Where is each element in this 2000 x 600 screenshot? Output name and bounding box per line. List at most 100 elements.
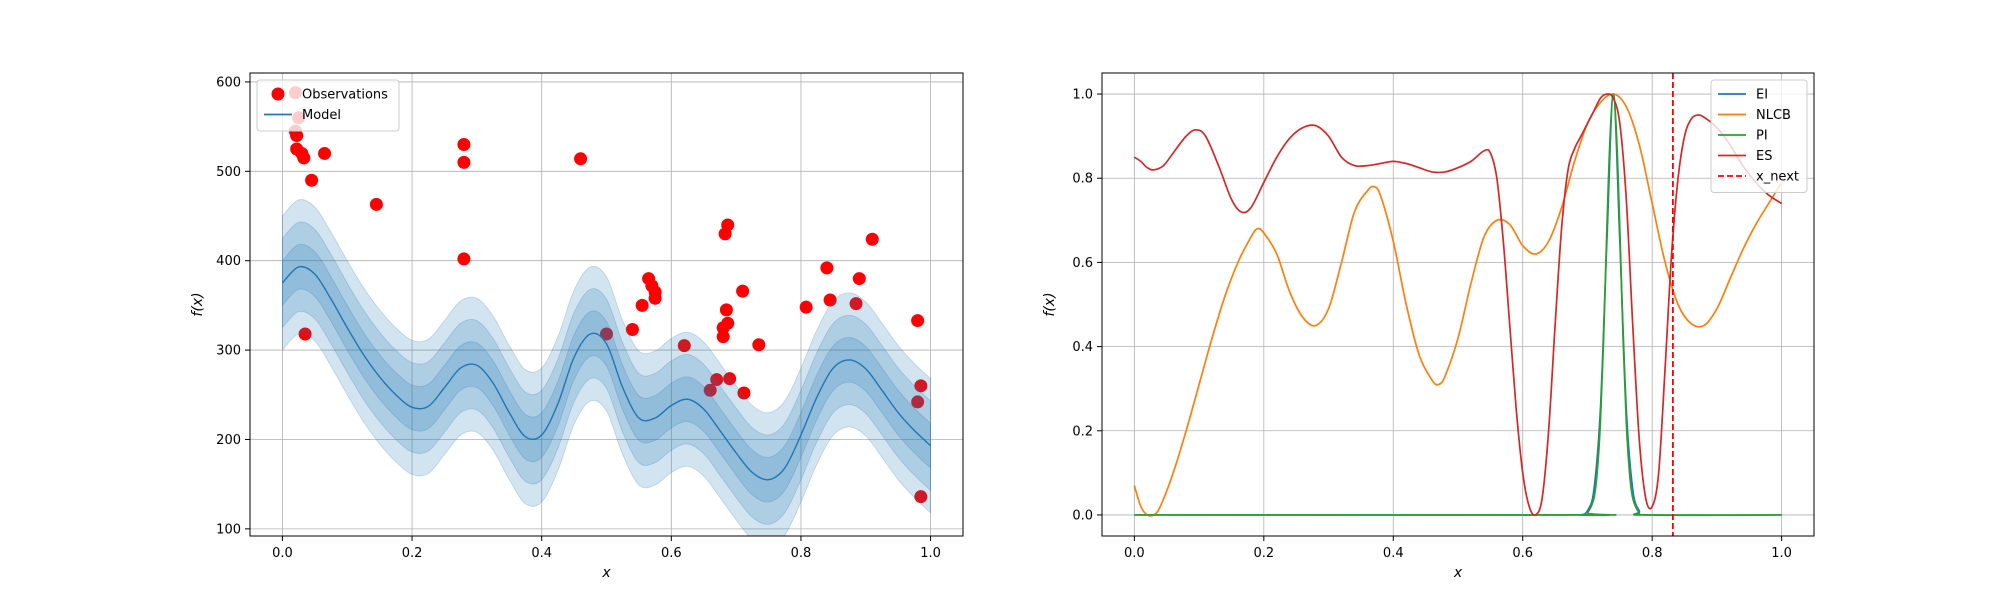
observation-point [723, 372, 737, 386]
observation-point [600, 327, 613, 341]
observation-point [820, 261, 834, 275]
observation-point [852, 272, 866, 286]
y-tick-label: 0.8 [1072, 172, 1093, 187]
observation-point [635, 298, 649, 312]
legend-entry: Model [264, 108, 341, 123]
observation-point [716, 330, 730, 344]
observation-point [625, 323, 639, 337]
legend-entry: ES [1718, 149, 1772, 164]
observation-point [752, 338, 766, 352]
plot-area [281, 86, 932, 536]
y-tick-label: 200 [216, 433, 241, 448]
legend-box [1710, 79, 1808, 193]
series-line-model [281, 265, 932, 481]
x-axis-label: x [601, 565, 611, 581]
legend-marker [271, 87, 285, 101]
x-tick-label: 0.8 [1642, 546, 1663, 561]
series-line-es [1133, 93, 1783, 517]
x-tick-label: 1.0 [920, 546, 941, 561]
legend: EI NLCB PI ES x_next [1710, 79, 1808, 193]
observation-point [719, 303, 733, 317]
model-confidence-band-2 [282, 221, 931, 525]
legend: Observations Model [256, 79, 400, 132]
observation-point [574, 152, 588, 166]
observation-point [849, 297, 863, 311]
x-tick-label: 0.0 [1124, 546, 1145, 561]
x-tick-label: 0.4 [1383, 546, 1404, 561]
model-confidence-band-1 [282, 199, 931, 536]
observation-point [369, 197, 383, 211]
legend-box [256, 79, 400, 132]
observation-point [457, 252, 471, 266]
legend-entry: NLCB [1718, 108, 1791, 123]
legend-entry: x_next [1718, 170, 1799, 185]
observation-point [677, 339, 691, 353]
x-tick-label: 0.4 [531, 546, 552, 561]
observation-point [298, 327, 312, 341]
axes-frame [249, 72, 964, 537]
y-tick-label: 0.0 [1072, 508, 1093, 523]
x-tick-label: 0.6 [1512, 546, 1533, 561]
legend-label: NLCB [1756, 108, 1791, 123]
x-tick-label: 0.6 [661, 546, 682, 561]
observation-point [457, 155, 471, 169]
observation-point [297, 151, 311, 165]
legend-label: Model [302, 108, 341, 123]
observation-point [721, 316, 735, 330]
observation-point [736, 284, 750, 298]
observation-point [911, 395, 925, 409]
y-axis-label: f(x) [190, 292, 206, 316]
y-tick-label: 0.4 [1072, 340, 1093, 355]
y-axis: 100 200 300 400 500 600 [216, 75, 250, 537]
observation-point [290, 129, 304, 143]
series-line-ei [1134, 93, 1782, 517]
y-axis-label: f(x) [1042, 292, 1058, 316]
y-tick-label: 400 [216, 254, 241, 269]
observation-point [305, 173, 319, 187]
legend-entry: Observations [271, 87, 388, 103]
observation-point [648, 291, 662, 305]
y-axis: 0.0 0.2 0.4 0.6 0.8 1.0 [1072, 88, 1102, 523]
y-tick-label: 100 [216, 522, 241, 537]
legend-entry: PI [1718, 129, 1768, 144]
axes-frame [1101, 72, 1815, 537]
observation-point [799, 300, 813, 314]
legend-label: PI [1756, 129, 1768, 144]
observation-point [911, 314, 925, 328]
observation-point [914, 490, 928, 504]
legend-label: Observations [302, 88, 388, 103]
model-chart: 0.0 0.2 0.4 0.6 0.8 1.0 100 200 300 400 500 600 x f(x… [190, 72, 964, 581]
x-tick-label: 0.2 [1253, 546, 1274, 561]
legend-label: ES [1756, 149, 1772, 164]
acquisition-chart: 0.0 0.2 0.4 0.6 0.8 1.0 0.0 0.2 0.4 0.6 0.8 1.0 x f(x… [1042, 72, 1815, 581]
y-tick-label: 0.2 [1072, 424, 1093, 439]
observation-point [457, 138, 471, 152]
model-confidence-band-3 [282, 243, 931, 503]
observation-point [710, 373, 724, 387]
series-line-nlcb [1133, 93, 1783, 517]
y-tick-label: 1.0 [1072, 88, 1093, 103]
legend-label: x_next [1756, 170, 1799, 185]
observation-point [703, 383, 717, 397]
x-tick-label: 0.0 [272, 546, 293, 561]
x-axis: 0.0 0.2 0.4 0.6 0.8 1.0 [272, 536, 941, 561]
observation-point [737, 386, 751, 400]
y-tick-label: 600 [216, 75, 241, 90]
x-tick-label: 1.0 [1771, 546, 1792, 561]
series-line-pi [1134, 93, 1782, 516]
x-tick-label: 0.8 [791, 546, 812, 561]
observation-point [318, 146, 332, 160]
observation-point [865, 232, 879, 246]
y-tick-label: 500 [216, 165, 241, 180]
x-axis-label: x [1453, 565, 1463, 581]
legend-label: EI [1756, 88, 1768, 103]
observation-point [914, 379, 928, 393]
y-tick-label: 0.6 [1072, 256, 1093, 271]
observation-point [290, 142, 304, 156]
x-tick-label: 0.2 [402, 546, 423, 561]
plot-area [1133, 73, 1783, 536]
legend-entry: EI [1718, 88, 1768, 103]
observation-point [721, 218, 735, 232]
y-tick-label: 300 [216, 344, 241, 359]
